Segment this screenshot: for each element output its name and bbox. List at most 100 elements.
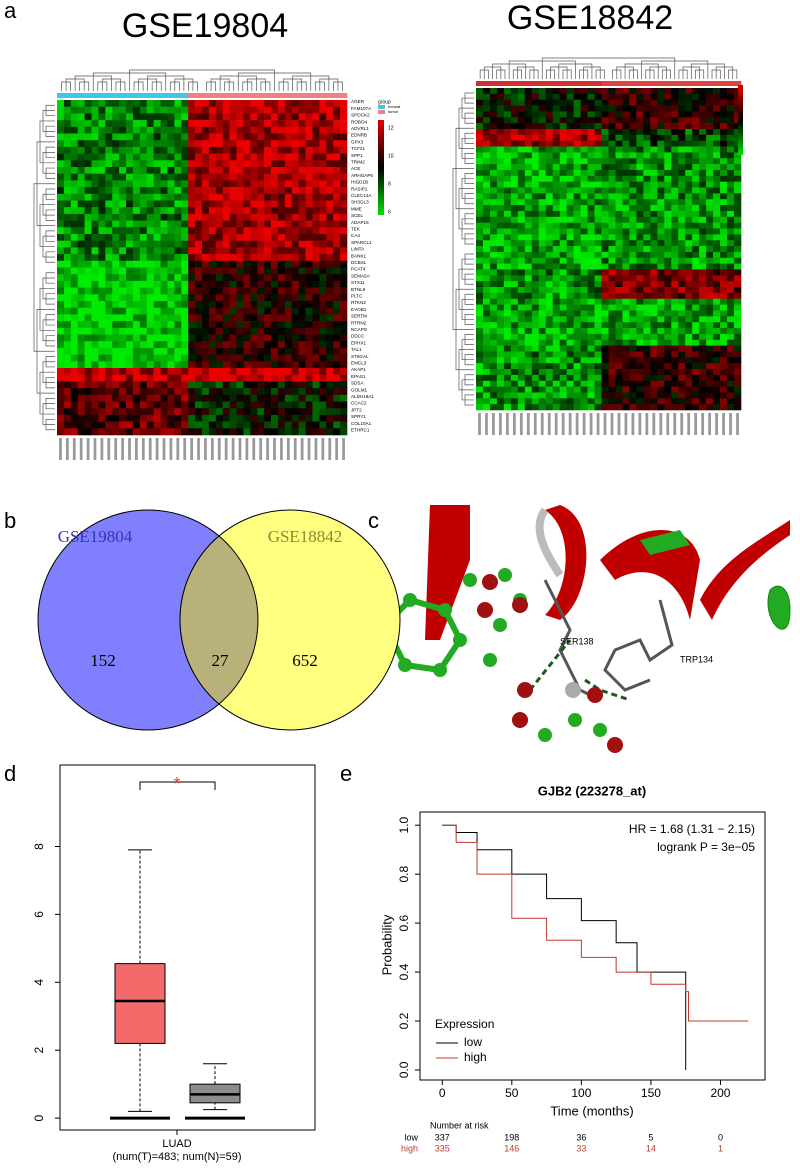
heatmap-cell xyxy=(77,327,85,335)
heatmap-cell xyxy=(678,193,686,200)
heatmap-cell xyxy=(496,140,505,147)
heatmap-cell xyxy=(333,160,341,168)
heatmap-cell xyxy=(181,327,189,335)
heatmap-cell xyxy=(489,404,498,411)
heatmap-cell xyxy=(298,240,306,248)
heatmap-cell xyxy=(153,234,161,241)
column-label xyxy=(245,438,249,460)
heatmap-cell xyxy=(153,341,161,349)
heatmap-cell xyxy=(622,169,630,177)
heatmap-cell xyxy=(153,153,161,161)
heatmap-cell xyxy=(277,388,286,396)
heatmap-cell xyxy=(476,398,484,405)
heatmap-cell xyxy=(284,354,293,362)
heatmap-cell xyxy=(524,357,533,364)
heatmap-cell xyxy=(657,363,665,370)
heatmap-cell xyxy=(734,263,742,270)
heatmap-cell xyxy=(98,146,106,154)
gene-label: ACE xyxy=(351,166,360,171)
heatmap-cell xyxy=(326,401,334,409)
heatmap-cell xyxy=(538,99,547,106)
heatmap-cell xyxy=(594,380,602,387)
heatmap-cell xyxy=(77,368,85,375)
heatmap-cell xyxy=(545,339,554,346)
heatmap-cell xyxy=(531,88,540,95)
heatmap-cell xyxy=(573,386,581,393)
heatmap-cell xyxy=(153,254,161,262)
heatmap-cell xyxy=(496,158,505,165)
heatmap-cell xyxy=(685,111,693,118)
heatmap-cell xyxy=(573,316,581,323)
heatmap-cell xyxy=(222,100,230,107)
heatmap-cell xyxy=(538,234,547,241)
heatmap-cell xyxy=(580,187,588,194)
column-label xyxy=(631,413,635,435)
heatmap-cell xyxy=(734,88,742,95)
heatmap-cell xyxy=(188,301,196,308)
heatmap-cell xyxy=(195,180,203,188)
heatmap-cell xyxy=(734,304,742,311)
heatmap-cell xyxy=(160,254,168,262)
heatmap-cell xyxy=(257,126,265,134)
heatmap-cell xyxy=(132,220,141,228)
heatmap-cell xyxy=(678,398,686,405)
heatmap-cell xyxy=(594,263,602,270)
heatmap-cell xyxy=(650,216,658,223)
heatmap-cell xyxy=(538,316,547,323)
heatmap-cell xyxy=(243,428,251,436)
heatmap-cell xyxy=(195,287,203,295)
heatmap-cell xyxy=(503,240,512,247)
heatmap-cell xyxy=(489,216,498,223)
heatmap-cell xyxy=(510,263,519,270)
dendro-branch xyxy=(45,125,55,137)
heatmap-cell xyxy=(727,99,735,106)
heatmap-cell xyxy=(146,374,154,382)
heatmap-cell xyxy=(250,374,258,382)
heatmap-cell xyxy=(229,227,237,235)
heatmap-cell xyxy=(264,421,272,429)
residue-label: SER138 xyxy=(560,636,594,646)
heatmap-cell xyxy=(538,398,547,405)
heatmap-cell xyxy=(132,227,141,235)
heatmap-cell xyxy=(573,251,581,259)
heatmap-cell xyxy=(587,333,595,341)
heatmap-cell xyxy=(713,128,721,136)
heatmap-cell xyxy=(195,347,203,355)
heatmap-cell xyxy=(333,173,341,181)
heatmap-cell xyxy=(222,327,230,335)
heatmap-cell xyxy=(291,314,299,322)
heatmap-cell xyxy=(566,111,574,118)
heatmap-cell xyxy=(70,307,79,315)
heatmap-cell xyxy=(538,392,547,399)
heatmap-cell xyxy=(277,153,286,161)
heatmap-cell xyxy=(243,301,251,308)
heatmap-cell xyxy=(257,133,265,141)
heatmap-cell xyxy=(538,128,547,136)
heatmap-cell xyxy=(524,351,533,358)
heatmap-cell xyxy=(174,368,182,375)
heatmap-cell xyxy=(271,280,279,288)
heatmap-cell xyxy=(531,339,540,346)
heatmap-cell xyxy=(57,240,65,248)
heatmap-cell xyxy=(503,263,512,270)
heatmap-cell xyxy=(629,216,637,223)
heatmap-cell xyxy=(531,322,540,329)
heatmap-cell xyxy=(699,380,707,387)
heatmap-cell xyxy=(678,345,686,352)
heatmap-cell xyxy=(517,298,526,305)
heatmap-cell xyxy=(552,134,560,141)
risk-count: 1 xyxy=(718,1143,723,1153)
heatmap-cell xyxy=(105,301,113,308)
heatmap-cell xyxy=(119,361,127,369)
heatmap-cell xyxy=(476,187,484,194)
heatmap-cell xyxy=(601,88,609,95)
heatmap-cell xyxy=(727,193,735,200)
heatmap-cell xyxy=(119,334,127,342)
heatmap-cell xyxy=(580,175,588,182)
heatmap-cell xyxy=(482,269,491,276)
heatmap-cell xyxy=(657,216,665,223)
heatmap-cell xyxy=(105,274,113,282)
heatmap-cell xyxy=(257,341,265,349)
heatmap-cell xyxy=(489,146,498,153)
dendro-branch xyxy=(42,277,55,300)
